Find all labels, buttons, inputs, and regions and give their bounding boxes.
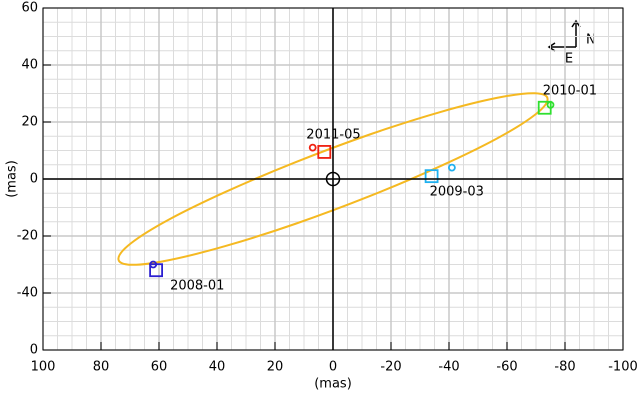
center-star [325,171,341,187]
epoch-label: 2010-01 [543,83,597,98]
y-tick-label: 40 [21,58,38,73]
x-tick-label: -80 [554,360,575,375]
observed-position [308,143,317,152]
predicted-position [424,169,439,184]
compass-north: N [586,33,596,48]
epoch-label: 2008-01 [170,279,224,294]
x-tick-label: 80 [93,360,110,375]
x-tick-label: -100 [608,360,638,375]
x-axis-label: (mas) [314,377,352,392]
compass-east: E [565,52,573,67]
x-tick-label: -20 [380,360,401,375]
observed-position [546,101,555,109]
x-tick-label: 40 [209,360,226,375]
epoch-label: 2009-03 [430,185,484,200]
observed-position [447,163,456,172]
y-tick-label: 60 [21,1,38,16]
y-tick-label: -20 [17,229,38,244]
y-tick-label: 0 [30,343,38,358]
x-tick-label: 20 [267,360,284,375]
x-tick-label: 0 [329,360,337,375]
y-tick-label: 0 [30,172,38,187]
compass [547,19,581,52]
x-tick-label: 100 [31,360,56,375]
x-tick-label: 60 [151,360,168,375]
y-tick-label: -40 [17,286,38,301]
x-tick-label: -60 [496,360,517,375]
predicted-position [317,145,332,159]
y-axis-label: (mas) [5,160,20,198]
orbit-line [117,92,549,266]
x-tick-label: -40 [438,360,459,375]
observed-position [149,260,158,269]
y-tick-label: 20 [21,115,38,130]
